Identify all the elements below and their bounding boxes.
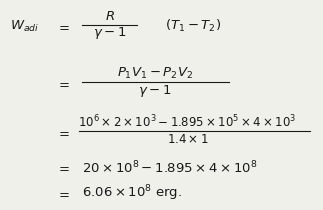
Text: $W_{adi}$: $W_{adi}$ — [10, 19, 39, 34]
Text: $\gamma - 1$: $\gamma - 1$ — [138, 83, 172, 99]
Text: $R$: $R$ — [105, 10, 115, 23]
Text: $\gamma - 1$: $\gamma - 1$ — [93, 25, 127, 41]
Text: $6.06 \times 10^8$ erg.: $6.06 \times 10^8$ erg. — [82, 183, 182, 203]
Text: $(T_1 - T_2)$: $(T_1 - T_2)$ — [165, 18, 221, 34]
Text: $=$: $=$ — [56, 20, 70, 33]
Text: $P_1V_1 - P_2V_2$: $P_1V_1 - P_2V_2$ — [117, 66, 193, 81]
Text: $10^6 \times 2 \times 10^3 - 1.895 \times 10^5 \times 4 \times 10^3$: $10^6 \times 2 \times 10^3 - 1.895 \time… — [78, 114, 297, 131]
Text: $20 \times 10^8 - 1.895 \times 4 \times 10^8$: $20 \times 10^8 - 1.895 \times 4 \times … — [82, 160, 258, 176]
Text: $=$: $=$ — [56, 77, 70, 91]
Text: $=$: $=$ — [56, 187, 70, 200]
Text: $1.4 \times 1$: $1.4 \times 1$ — [167, 133, 208, 146]
Text: $=$: $=$ — [56, 126, 70, 139]
Text: $=$: $=$ — [56, 161, 70, 175]
